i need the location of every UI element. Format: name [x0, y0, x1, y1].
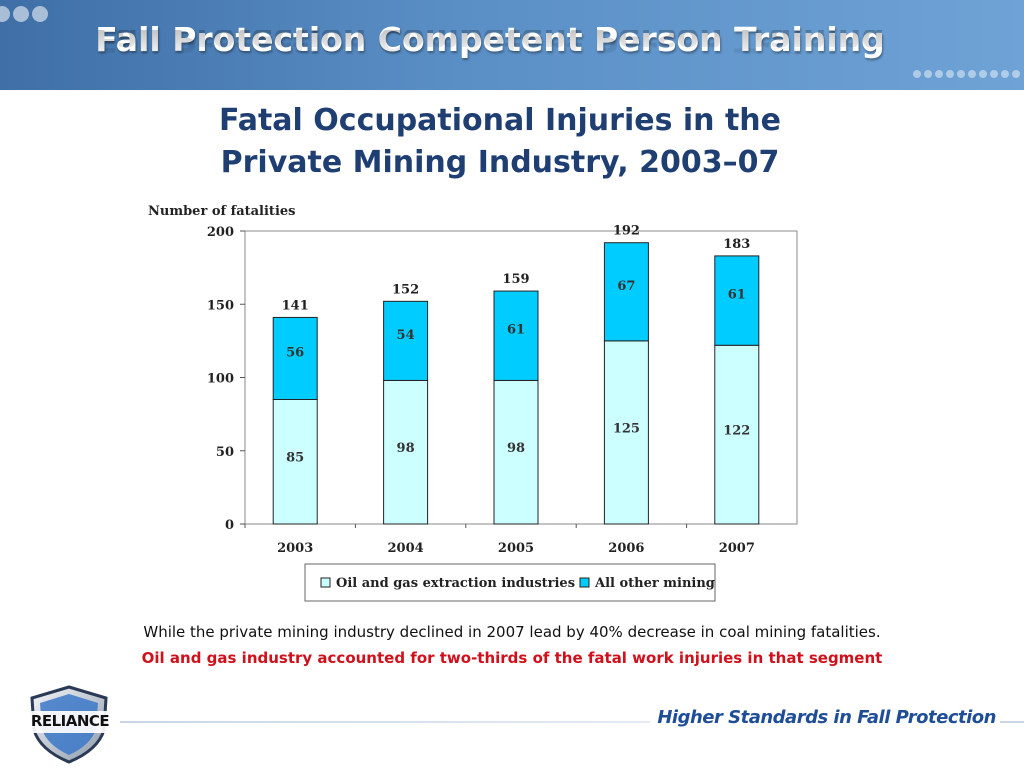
header-band: Fall Protection Competent Person Trainin… [0, 0, 1024, 90]
legend-swatch [320, 577, 331, 588]
stacked-bar-chart: Number of fatalities 0 50 100 150 200 85 56 14… [148, 204, 798, 602]
y-axis-ticks: 0 50 100 150 200 [207, 225, 245, 533]
bar-segment-oil-gas [493, 379, 539, 525]
bar-total-label: 159 [502, 272, 529, 287]
bar-segment-oil-gas [603, 340, 649, 525]
bar-segment-other-mining [383, 300, 429, 381]
header-title-reflection: Fall Protection Competent Person Trainin… [95, 30, 885, 60]
bar-segment-value-label: 67 [617, 279, 635, 294]
legend-label: All other mining [594, 576, 715, 591]
reliance-shield-logo-icon [18, 685, 120, 764]
y-tick-label: 150 [207, 298, 234, 313]
bar-total-label: 152 [392, 282, 419, 297]
y-tick-label: 100 [207, 372, 234, 387]
header-dots-decoration [0, 6, 48, 22]
y-tick-label: 200 [207, 225, 234, 240]
bar-total-label: 141 [282, 298, 309, 313]
bar-segment-value-label: 85 [286, 451, 304, 466]
x-axis-ticks: 2003 2004 2005 2006 2007 [244, 524, 755, 556]
logo-wordmark: RELIANCE [30, 712, 110, 730]
slide-title-line-2: Private Mining Industry, 2003–07 [220, 145, 780, 180]
legend-box [304, 563, 716, 602]
footer-divider [120, 721, 650, 723]
x-tick-label: 2006 [608, 541, 644, 556]
note-oil-gas-highlight: Oil and gas industry accounted for two-t… [141, 649, 883, 667]
slide-title: Fatal Occupational Injuries in the Priva… [150, 100, 850, 184]
bar-segment-oil-gas [714, 344, 760, 525]
y-tick-label: 50 [216, 445, 234, 460]
bar-segment-value-label: 98 [507, 441, 525, 456]
bar-total-label: 192 [613, 224, 640, 239]
bar-total-label: 183 [723, 237, 750, 252]
y-tick-label: 0 [225, 518, 234, 533]
bar-segment-value-label: 61 [507, 323, 525, 338]
legend-swatch [579, 577, 590, 588]
slide-title-line-1: Fatal Occupational Injuries in the [218, 103, 782, 138]
bar-segment-value-label: 61 [728, 288, 746, 303]
bar-segment-other-mining [603, 242, 649, 342]
bar-segment-value-label: 56 [286, 345, 304, 360]
header-title: Fall Protection Competent Person Trainin… [95, 20, 885, 59]
note-decline: While the private mining industry declin… [143, 623, 881, 641]
bar-segment-value-label: 122 [723, 424, 750, 439]
footer-tagline: Higher Standards in Fall Protection [657, 707, 996, 728]
legend-label: Oil and gas extraction industries [336, 576, 575, 591]
bar-segment-oil-gas [272, 398, 318, 525]
header-dots-decoration-right [913, 70, 1020, 78]
bar-segment-other-mining [272, 316, 318, 400]
bar-segment-other-mining [493, 290, 539, 381]
bar-segment-value-label: 125 [613, 421, 640, 436]
x-tick-label: 2007 [719, 541, 755, 556]
bar-segment-value-label: 54 [397, 328, 415, 343]
chart-legend: Oil and gas extraction industries All oth… [304, 563, 716, 602]
y-axis-label: Number of fatalities [148, 204, 295, 219]
bars-group: 85 56 141 98 54 152 98 61 159 125 67 192 122 61 183 [272, 224, 760, 525]
bar-segment-other-mining [714, 255, 760, 346]
footer-divider-right [1000, 721, 1024, 723]
bar-segment-value-label: 98 [397, 441, 415, 456]
x-tick-label: 2004 [388, 541, 424, 556]
bar-segment-oil-gas [383, 379, 429, 525]
x-tick-label: 2003 [277, 541, 313, 556]
x-tick-label: 2005 [498, 541, 534, 556]
